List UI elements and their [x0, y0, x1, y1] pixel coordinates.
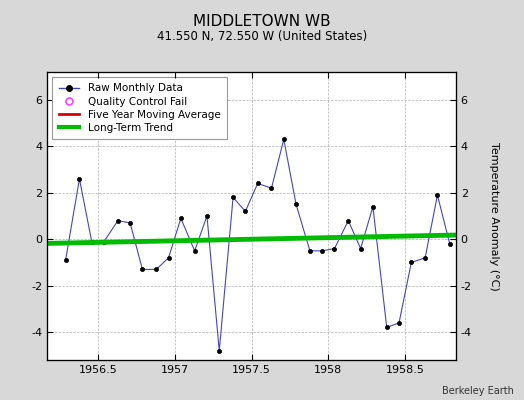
Y-axis label: Temperature Anomaly (°C): Temperature Anomaly (°C): [488, 142, 498, 290]
Text: 41.550 N, 72.550 W (United States): 41.550 N, 72.550 W (United States): [157, 30, 367, 43]
Text: Berkeley Earth: Berkeley Earth: [442, 386, 514, 396]
Text: MIDDLETOWN WB: MIDDLETOWN WB: [193, 14, 331, 29]
Legend: Raw Monthly Data, Quality Control Fail, Five Year Moving Average, Long-Term Tren: Raw Monthly Data, Quality Control Fail, …: [52, 77, 227, 139]
